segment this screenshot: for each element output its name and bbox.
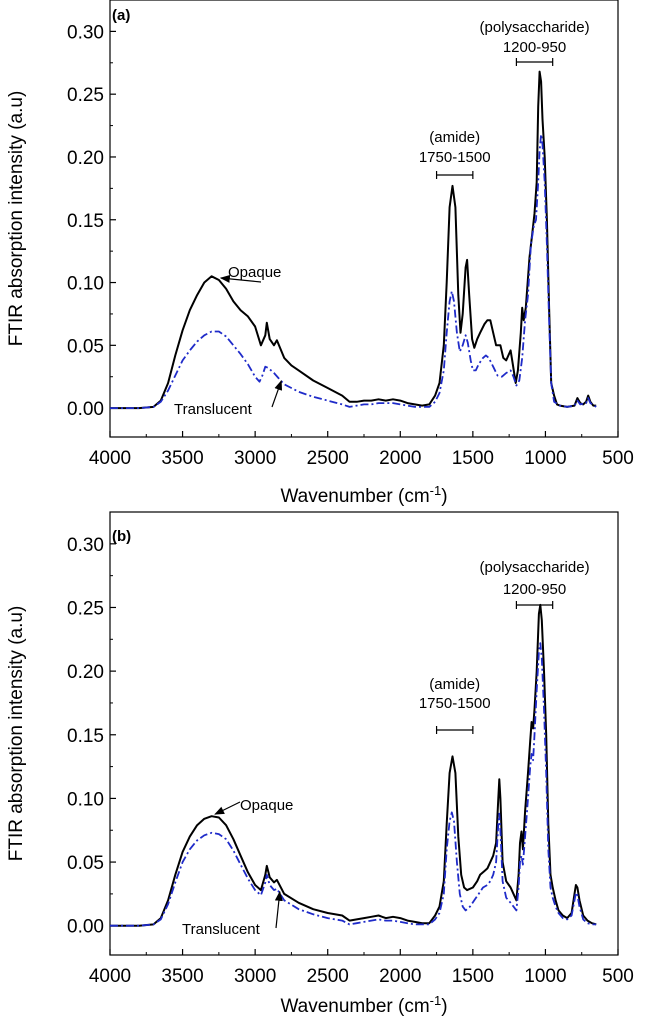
x-tick-label: 3500 [161,448,203,469]
opaque-label: Opaque [228,264,281,281]
y-tick-label: 0.10 [67,274,104,295]
x-axis-title: Wavenumber (cm-1) [280,993,447,1017]
polysaccharide-label: (polysaccharide) [480,19,590,36]
amide-range-label: 1750-1500 [419,695,491,712]
amide-range-label: 1750-1500 [419,149,491,166]
amide-label: (amide) [429,129,480,146]
series-line-translucent [110,133,597,409]
y-tick-label: 0.25 [67,85,104,106]
x-tick-label: 2500 [307,966,349,987]
y-tick-label: 0.00 [67,917,104,938]
translucent-arrow [271,380,283,408]
x-tick-label: 500 [602,448,634,469]
plot-frame [109,511,619,956]
x-tick-label: 1000 [524,966,566,987]
y-axis-title: FTIR absorption intensity (a.u) [6,606,27,862]
x-tick-label: 2000 [379,966,421,987]
series-line-translucent [110,642,597,927]
y-tick-label: 0.05 [67,336,104,357]
y-tick-label: 0.05 [67,853,104,874]
polysaccharide-range-label: 1200-950 [503,581,566,598]
y-tick-label: 0.30 [67,22,104,43]
y-tick-label: 0.20 [67,662,104,683]
x-tick-label: 3000 [234,448,276,469]
y-tick-label: 0.25 [67,598,104,619]
y-tick-label: 0.10 [67,789,104,810]
plot-frame [109,0,619,438]
panel-label: (a) [112,7,130,24]
y-tick-label: 0.30 [67,535,104,556]
translucent-label: Translucent [174,401,253,418]
y-tick-label: 0.15 [67,211,104,232]
opaque-arrow [219,274,262,283]
polysaccharide-range-label: 1200-950 [503,39,566,56]
x-tick-label: 3500 [161,966,203,987]
translucent-arrow [274,890,283,929]
x-tick-label: 4000 [89,966,131,987]
opaque-arrow [214,801,241,815]
y-tick-label: 0.15 [67,726,104,747]
opaque-label: Opaque [240,797,293,814]
y-tick-label: 0.20 [67,148,104,169]
amide-label: (amide) [429,676,480,693]
x-tick-label: 2000 [379,448,421,469]
x-axis-title: Wavenumber (cm-1) [280,483,447,507]
y-axis-title: FTIR absorption intensity (a.u) [6,91,27,347]
y-tick-label: 0.00 [67,399,104,420]
translucent-label: Translucent [182,921,261,938]
x-tick-label: 3000 [234,966,276,987]
x-tick-label: 1500 [452,448,494,469]
x-tick-label: 1000 [524,448,566,469]
series-line-opaque [110,603,597,927]
x-tick-label: 1500 [452,966,494,987]
panel-a: 4000 3500 3000 2500 2000 1500 1000 500 0.00 0.05 0… [6,0,634,507]
x-tick-label: 2500 [307,448,349,469]
polysaccharide-label: (polysaccharide) [480,559,590,576]
x-tick-label: 500 [602,966,634,987]
series-line-opaque [110,70,597,410]
x-tick-label: 4000 [89,448,131,469]
panel-b: 4000 3500 3000 2500 2000 1500 1000 500 0.00 0.05 0… [6,511,634,1017]
panel-label: (b) [112,528,131,545]
